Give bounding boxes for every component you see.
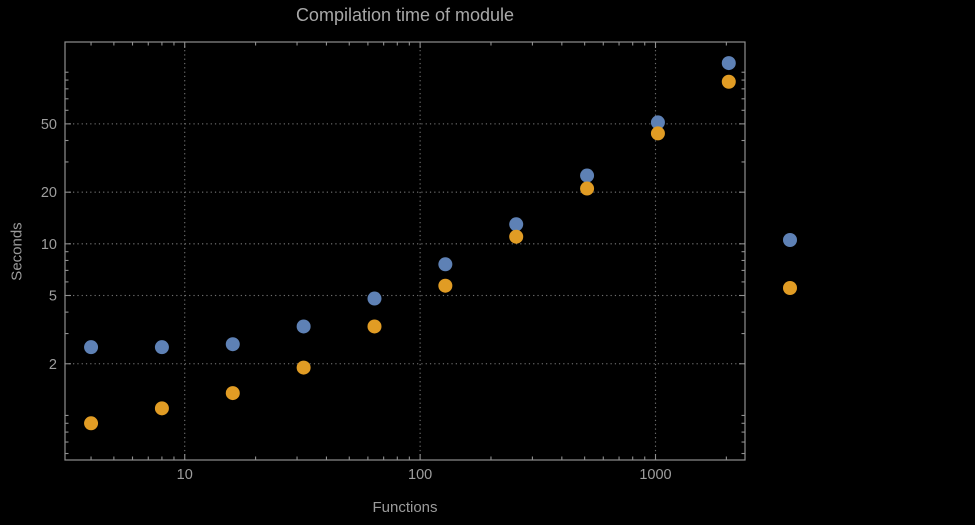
y-tick-label: 10 [41,237,57,253]
data-point-orange [296,360,311,375]
data-point-orange [650,126,665,141]
x-tick-label: 100 [408,467,432,483]
data-point-blue [509,217,524,232]
chart-title: Compilation time of module [295,5,515,25]
x-tick-label: 10 [177,467,193,483]
plot-frame [64,41,746,461]
data-point-blue [438,257,453,272]
data-point-blue [84,340,99,355]
y-tick-label: 5 [49,288,57,304]
data-point-blue [367,291,382,306]
data-point-orange [84,416,99,431]
data-point-orange [509,229,524,244]
y-tick-label: 20 [41,185,57,201]
data-point-orange [367,319,382,334]
data-point-blue [154,340,169,355]
data-point-orange [154,401,169,416]
data-point-blue [721,56,736,71]
y-axis-label: Seconds [8,222,26,281]
data-point-orange [225,386,240,401]
data-point-orange [721,74,736,89]
x-axis-label: Functions [372,499,438,516]
data-point-blue [296,319,311,334]
data-point-blue [650,115,665,130]
legend-marker-series-blue [783,233,797,247]
data-point-orange [580,181,595,196]
data-point-orange [438,278,453,293]
data-point-blue [580,168,595,183]
y-tick-label: 2 [49,357,57,373]
y-tick-label: 50 [41,117,57,133]
x-tick-label: 1000 [639,467,671,483]
legend-marker-series-orange [783,281,797,295]
data-point-blue [225,337,240,352]
